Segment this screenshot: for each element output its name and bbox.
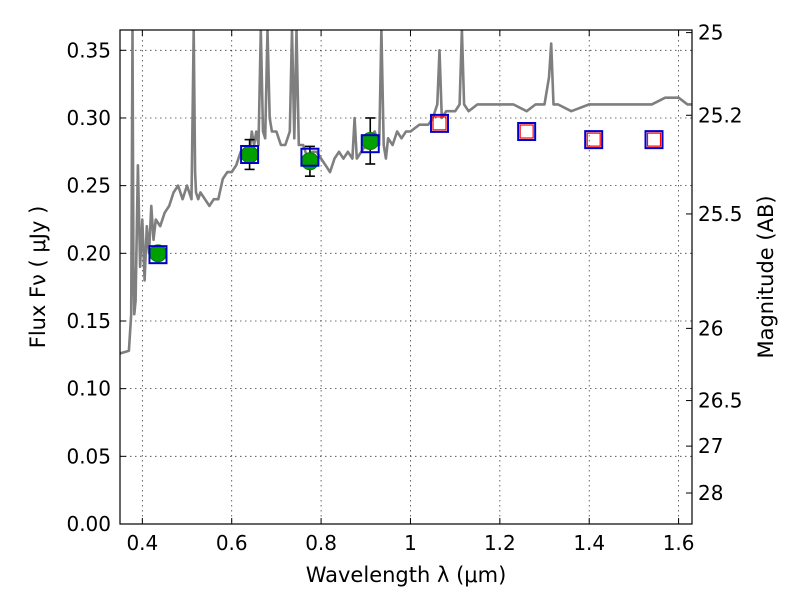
x-tick-label: 1.2: [484, 531, 516, 555]
y-axis-right-label: Magnitude (AB): [754, 195, 778, 358]
y-tick-label: 0.15: [66, 309, 111, 333]
model-box: [584, 130, 604, 150]
y-axis-left-label: Flux Fν ( μJy ): [26, 206, 50, 349]
upper-limit-box: [432, 116, 447, 131]
x-tick-label: 1: [404, 531, 417, 555]
x-tick-label: 0.8: [305, 531, 337, 555]
grid: [120, 30, 692, 524]
y-axis-right: 25 25.2 25.5 26 26.5 27 28: [686, 21, 743, 505]
upper-limit-box: [586, 132, 601, 147]
y-tick-label: 0.00: [66, 512, 111, 536]
upper-limit-box: [519, 124, 534, 139]
model-box: [644, 130, 664, 150]
plot-content: [120, 30, 692, 355]
x-axis: 0.4 0.6 0.8 1 1.2 1.4 1.6: [126, 30, 695, 555]
model-box: [240, 145, 260, 165]
x-tick-label: 1.6: [663, 531, 695, 555]
right-tick-label: 25.5: [698, 202, 743, 226]
y-tick-label: 0.25: [66, 174, 111, 198]
plot-frame: [119, 29, 693, 525]
right-tick-label: 26: [698, 316, 723, 340]
right-tick-label: 25: [698, 21, 723, 45]
plot-area: [120, 30, 692, 355]
x-tick-label: 0.6: [216, 531, 248, 555]
right-tick-label: 28: [698, 481, 723, 505]
model-box: [148, 245, 168, 265]
spectrum-line: [120, 30, 692, 355]
x-axis-label: Wavelength λ (μm): [306, 563, 507, 587]
y-tick-label: 0.10: [66, 377, 111, 401]
model-box: [430, 113, 450, 133]
model-box: [517, 122, 537, 142]
observed-point: [148, 244, 167, 263]
right-tick-label: 25.2: [698, 103, 743, 127]
y-axis-left: 0.00 0.05 0.10 0.15 0.20 0.25 0.30 0.35: [66, 38, 126, 536]
x-tick-label: 1.4: [573, 531, 605, 555]
y-tick-label: 0.35: [66, 38, 111, 62]
y-tick-label: 0.20: [66, 241, 111, 265]
observed-point: [300, 152, 319, 171]
y-tick-label: 0.05: [66, 444, 111, 468]
model-box: [360, 134, 380, 154]
right-tick-label: 27: [698, 434, 723, 458]
observed-point: [240, 145, 259, 164]
right-tick-label: 26.5: [698, 389, 743, 413]
model-box: [300, 147, 320, 167]
upper-limit-box: [646, 132, 662, 147]
x-tick-label: 0.4: [126, 531, 158, 555]
y-tick-label: 0.30: [66, 106, 111, 130]
